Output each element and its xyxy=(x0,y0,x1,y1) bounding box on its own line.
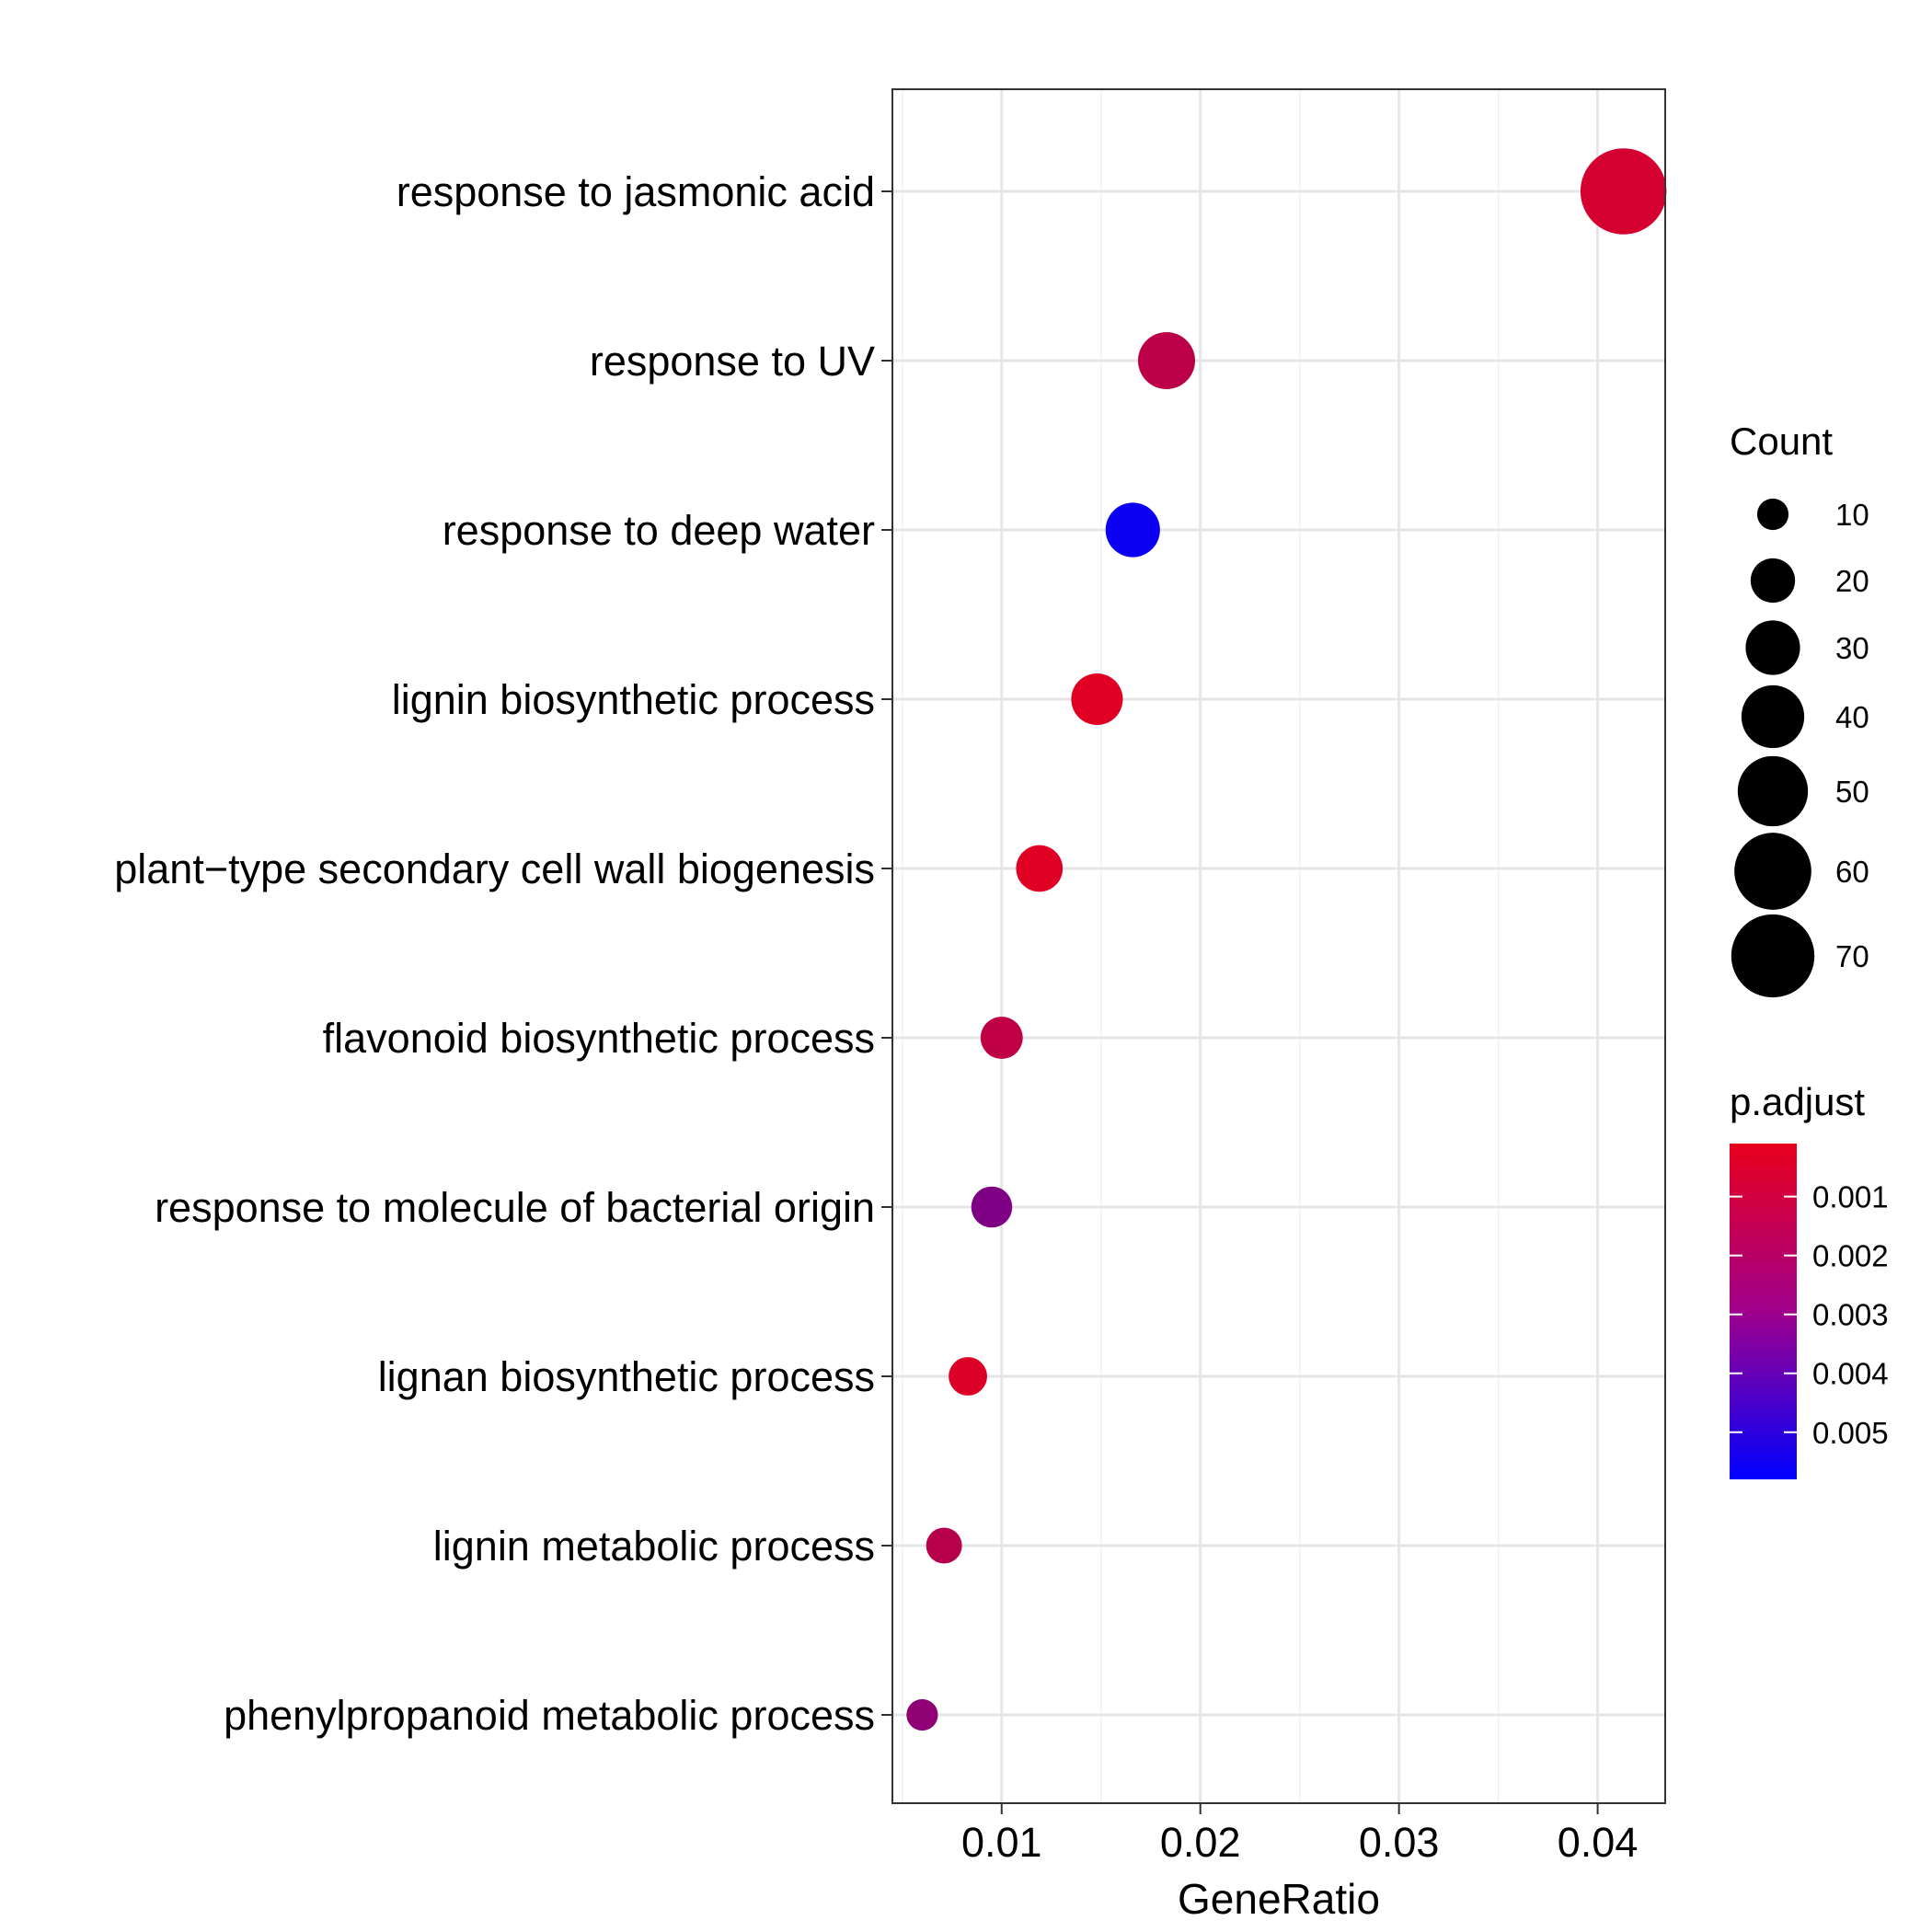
size-legend: 10 20 30 40 50 60 70 xyxy=(1731,498,1869,998)
size-legend-label: 60 xyxy=(1835,855,1869,889)
y-tick-label: flavonoid biosynthetic process xyxy=(323,1015,875,1062)
y-tick-label: phenylpropanoid metabolic process xyxy=(224,1692,875,1739)
x-tick-label: 0.04 xyxy=(1558,1819,1639,1866)
plot-border xyxy=(891,88,1666,1804)
size-legend-key xyxy=(1756,498,1789,531)
size-legend-label: 70 xyxy=(1835,939,1869,973)
size-legend-key xyxy=(1750,558,1796,604)
y-tick-label: lignan biosynthetic process xyxy=(378,1353,875,1400)
color-legend-ticks: 0.001 0.002 0.003 0.004 0.005 xyxy=(1730,1180,1889,1450)
grid-lines xyxy=(892,89,1665,1803)
x-tick-label: 0.01 xyxy=(961,1819,1042,1866)
size-legend-title: Count xyxy=(1730,420,1833,463)
color-legend-bar xyxy=(1730,1144,1797,1479)
size-legend-label: 50 xyxy=(1835,775,1869,809)
plot-background xyxy=(892,89,1665,1803)
size-legend-label: 40 xyxy=(1835,700,1869,734)
data-point xyxy=(926,1527,962,1564)
data-point xyxy=(906,1698,938,1731)
size-legend-key xyxy=(1731,914,1815,998)
size-legend-key xyxy=(1745,620,1800,675)
size-legend-key xyxy=(1734,833,1811,910)
x-tick-label: 0.03 xyxy=(1359,1819,1440,1866)
size-legend-key xyxy=(1741,684,1805,749)
data-point xyxy=(949,1357,987,1396)
data-point xyxy=(980,1017,1023,1059)
data-point xyxy=(1071,673,1123,726)
size-legend-label: 10 xyxy=(1835,498,1869,532)
color-legend-label: 0.004 xyxy=(1812,1357,1889,1391)
size-legend-key xyxy=(1737,755,1809,827)
y-axis: response to jasmonic acid response to UV r… xyxy=(114,168,892,1739)
color-legend-label: 0.005 xyxy=(1812,1416,1889,1450)
data-point xyxy=(1105,502,1160,558)
color-legend-label: 0.002 xyxy=(1812,1239,1889,1273)
x-tick-label: 0.02 xyxy=(1160,1819,1241,1866)
y-tick-label: lignin biosynthetic process xyxy=(392,676,875,723)
data-point xyxy=(1016,845,1064,892)
y-tick-label: response to molecule of bacterial origin xyxy=(155,1184,875,1231)
y-tick-label: response to UV xyxy=(590,338,875,385)
size-legend-label: 20 xyxy=(1835,564,1869,598)
data-point xyxy=(1580,148,1667,235)
y-tick-label: response to jasmonic acid xyxy=(397,168,875,215)
x-axis: 0.01 0.02 0.03 0.04 xyxy=(961,1803,1638,1866)
y-tick-label: response to deep water xyxy=(443,507,875,554)
color-legend-label: 0.001 xyxy=(1812,1180,1889,1214)
data-point xyxy=(1137,331,1196,390)
data-points xyxy=(906,148,1667,1731)
color-legend-title: p.adjust xyxy=(1730,1080,1865,1123)
data-point xyxy=(971,1186,1013,1228)
y-tick-label: lignin metabolic process xyxy=(433,1523,875,1570)
y-tick-label: plant−type secondary cell wall biogenesi… xyxy=(114,845,875,892)
x-axis-title: GeneRatio xyxy=(1178,1875,1380,1923)
color-legend-label: 0.003 xyxy=(1812,1298,1889,1332)
size-legend-label: 30 xyxy=(1835,631,1869,665)
